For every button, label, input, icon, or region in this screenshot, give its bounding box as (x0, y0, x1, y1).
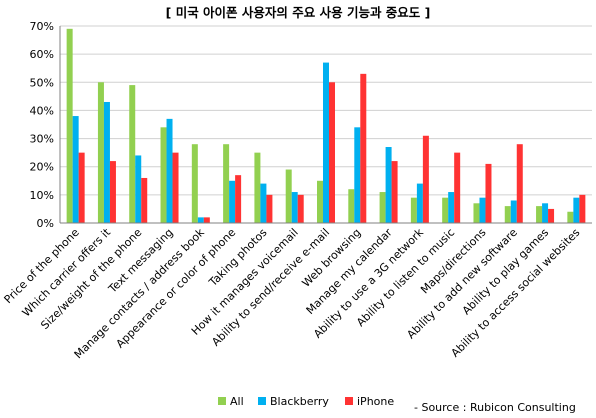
bar-iphone (172, 152, 179, 223)
bar-blackberry (542, 203, 549, 223)
bar-iphone (360, 73, 367, 223)
bar-all (473, 203, 480, 223)
bar-blackberry (135, 155, 142, 223)
y-tick-label: 10% (30, 189, 54, 202)
bar-all (97, 82, 104, 224)
bar-iphone (78, 152, 85, 223)
bar-all (317, 180, 323, 223)
y-tick-label: 60% (30, 48, 54, 61)
y-axis: 0% 10% 20% 30% 40% 50% 60% 70% (30, 20, 61, 230)
y-tick-label: 40% (30, 104, 54, 117)
bar-iphone (548, 208, 555, 223)
y-tick-label: 70% (30, 20, 54, 33)
chart-title: [ 미국 아이폰 사용자의 주요 사용 기능과 중요도 ] (166, 5, 431, 20)
bar-iphone (485, 163, 492, 223)
bar-blackberry (573, 197, 580, 223)
bar-blackberry (479, 197, 486, 223)
bar-all (504, 206, 511, 223)
bars (66, 28, 586, 224)
legend-swatch (345, 397, 353, 405)
legend-label: Blackberry (270, 395, 329, 408)
bar-iphone (579, 194, 586, 223)
bar-all (442, 197, 449, 223)
bar-iphone (391, 161, 398, 223)
bar-iphone (109, 161, 116, 223)
bar-blackberry (260, 183, 267, 223)
bar-iphone (266, 194, 273, 223)
bar-blackberry (385, 147, 392, 223)
bar-all (129, 85, 136, 223)
bar-blackberry (354, 127, 361, 223)
legend-swatch (218, 397, 226, 405)
bar-all (536, 206, 543, 223)
bar-blackberry (229, 180, 236, 223)
legend-label: iPhone (357, 395, 394, 408)
legend-label: All (230, 395, 244, 408)
bar-blackberry (72, 116, 79, 223)
bar-blackberry (323, 62, 329, 224)
bar-blackberry (166, 118, 173, 223)
source-note: - Source : Rubicon Consulting (414, 401, 576, 414)
y-tick-label: 20% (30, 161, 54, 174)
bar-all (66, 28, 73, 223)
bar-all (285, 169, 292, 223)
y-tick-label: 0% (37, 217, 54, 230)
y-tick-label: 50% (30, 76, 54, 89)
y-tick-label: 30% (30, 133, 54, 146)
bar-all (254, 152, 261, 223)
bar-blackberry (197, 217, 204, 223)
bar-blackberry (291, 192, 298, 223)
bar-blackberry (103, 101, 110, 223)
bar-all (379, 192, 386, 223)
legend: All Blackberry iPhone (218, 395, 394, 408)
bar-blackberry (416, 183, 423, 223)
bar-iphone (203, 217, 210, 223)
bar-iphone (329, 82, 335, 224)
bar-iphone (454, 152, 461, 223)
bar-blackberry (448, 192, 455, 223)
bar-iphone (141, 177, 148, 223)
bar-blackberry (510, 200, 517, 223)
bar-iphone (422, 135, 429, 223)
legend-swatch (258, 397, 266, 405)
bar-all (348, 189, 355, 223)
bar-iphone (297, 194, 304, 223)
bar-all (191, 144, 198, 223)
bar-all (223, 144, 230, 223)
bar-all (410, 197, 417, 223)
bar-iphone (235, 175, 242, 223)
bar-all (160, 127, 167, 223)
bar-all (567, 211, 574, 223)
bar-iphone (516, 144, 523, 223)
